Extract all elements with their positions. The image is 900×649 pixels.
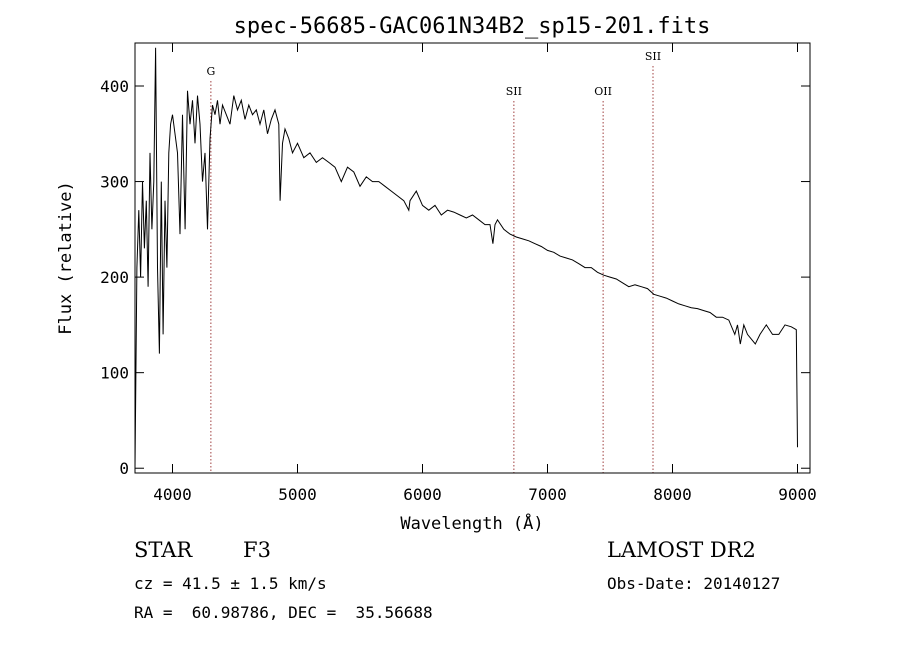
object-class: STAR — [134, 538, 193, 562]
x-axis-label: Wavelength (Å) — [400, 512, 543, 534]
line-markers: G SII OII SII — [206, 50, 661, 473]
line-marker-label: OII — [594, 85, 612, 98]
y-tick-label: 100 — [100, 364, 129, 383]
x-tick-label: 7000 — [528, 485, 567, 504]
y-tick-label: 400 — [100, 77, 129, 96]
redshift-cz: cz = 41.5 ± 1.5 km/s — [134, 574, 327, 593]
y-tick-label: 200 — [100, 268, 129, 287]
y-tick-label: 0 — [119, 459, 129, 478]
line-marker-label: SII — [506, 85, 522, 98]
y-axis-label: Flux (relative) — [56, 181, 76, 335]
survey-name: LAMOST DR2 — [607, 538, 756, 562]
spectrum-line — [134, 47, 798, 469]
ra-dec: RA = 60.98786, DEC = 35.56688 — [134, 603, 433, 622]
chart-title: spec-56685-GAC061N34B2_sp15-201.fits — [234, 14, 711, 39]
x-tick-label: 9000 — [778, 485, 817, 504]
plot-frame — [134, 42, 811, 474]
subclass: F3 — [243, 538, 271, 562]
y-tick-label: 300 — [100, 173, 129, 192]
x-tick-label: 5000 — [278, 485, 317, 504]
x-tick-label: 8000 — [653, 485, 692, 504]
axis-ticks: 4000 5000 6000 7000 8000 9000 0 100 200 300 400 — [100, 43, 817, 504]
x-tick-label: 6000 — [403, 485, 442, 504]
x-tick-label: 4000 — [153, 485, 192, 504]
obs-date: Obs-Date: 20140127 — [607, 574, 781, 593]
line-marker-label: SII — [645, 50, 661, 63]
line-marker-label: G — [206, 65, 215, 78]
series-layer — [134, 47, 798, 469]
